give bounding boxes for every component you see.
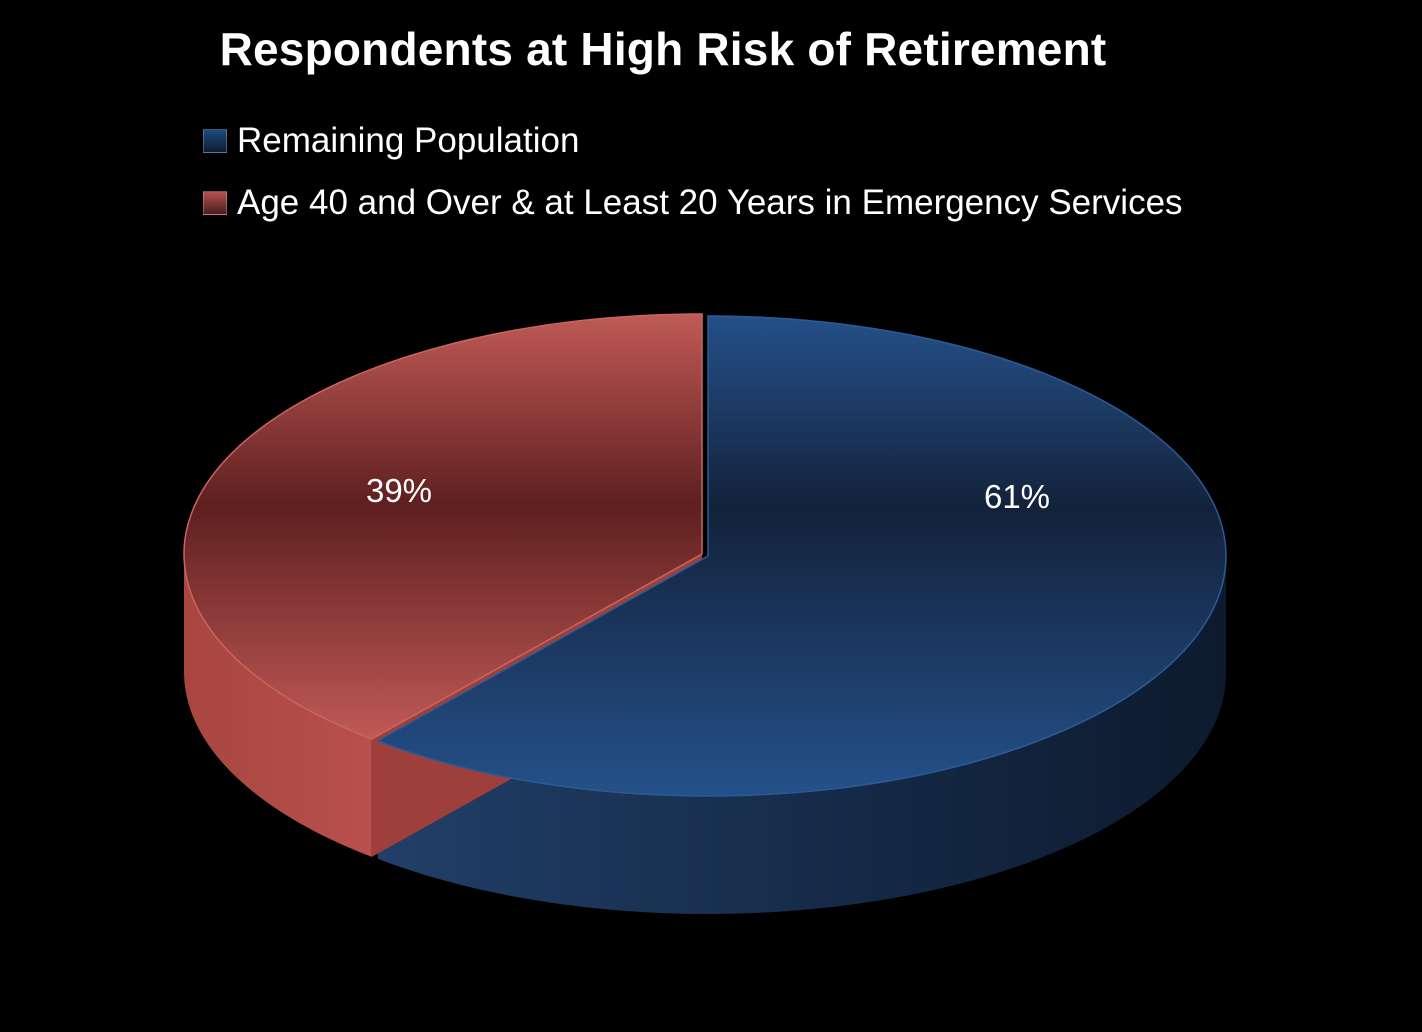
chart-title: Respondents at High Risk of Retirement xyxy=(219,23,1107,75)
legend-swatch-remaining-population xyxy=(203,129,227,153)
legend-item-remaining-population[interactable]: Remaining Population xyxy=(203,110,1183,172)
pie-side-age-40-and-over xyxy=(184,554,372,857)
legend-label-remaining-population: Remaining Population xyxy=(237,121,580,160)
pie-layer: 61% 39% xyxy=(183,313,1227,914)
legend-label-age-40-and-over: Age 40 and Over & at Least 20 Years in E… xyxy=(237,183,1183,222)
pie-slice-age-40-and-over[interactable] xyxy=(183,313,703,740)
legend: Remaining Population Age 40 and Over & a… xyxy=(203,110,1183,234)
data-label-remaining-population: 61% xyxy=(984,478,1050,515)
pie-slice-remaining-population[interactable] xyxy=(376,315,1227,797)
legend-swatch-age-40-and-over xyxy=(203,191,227,215)
data-label-age-40-and-over: 39% xyxy=(366,472,432,509)
pie-side-remaining-population xyxy=(377,556,1226,914)
legend-item-age-40-and-over[interactable]: Age 40 and Over & at Least 20 Years in E… xyxy=(203,172,1183,234)
